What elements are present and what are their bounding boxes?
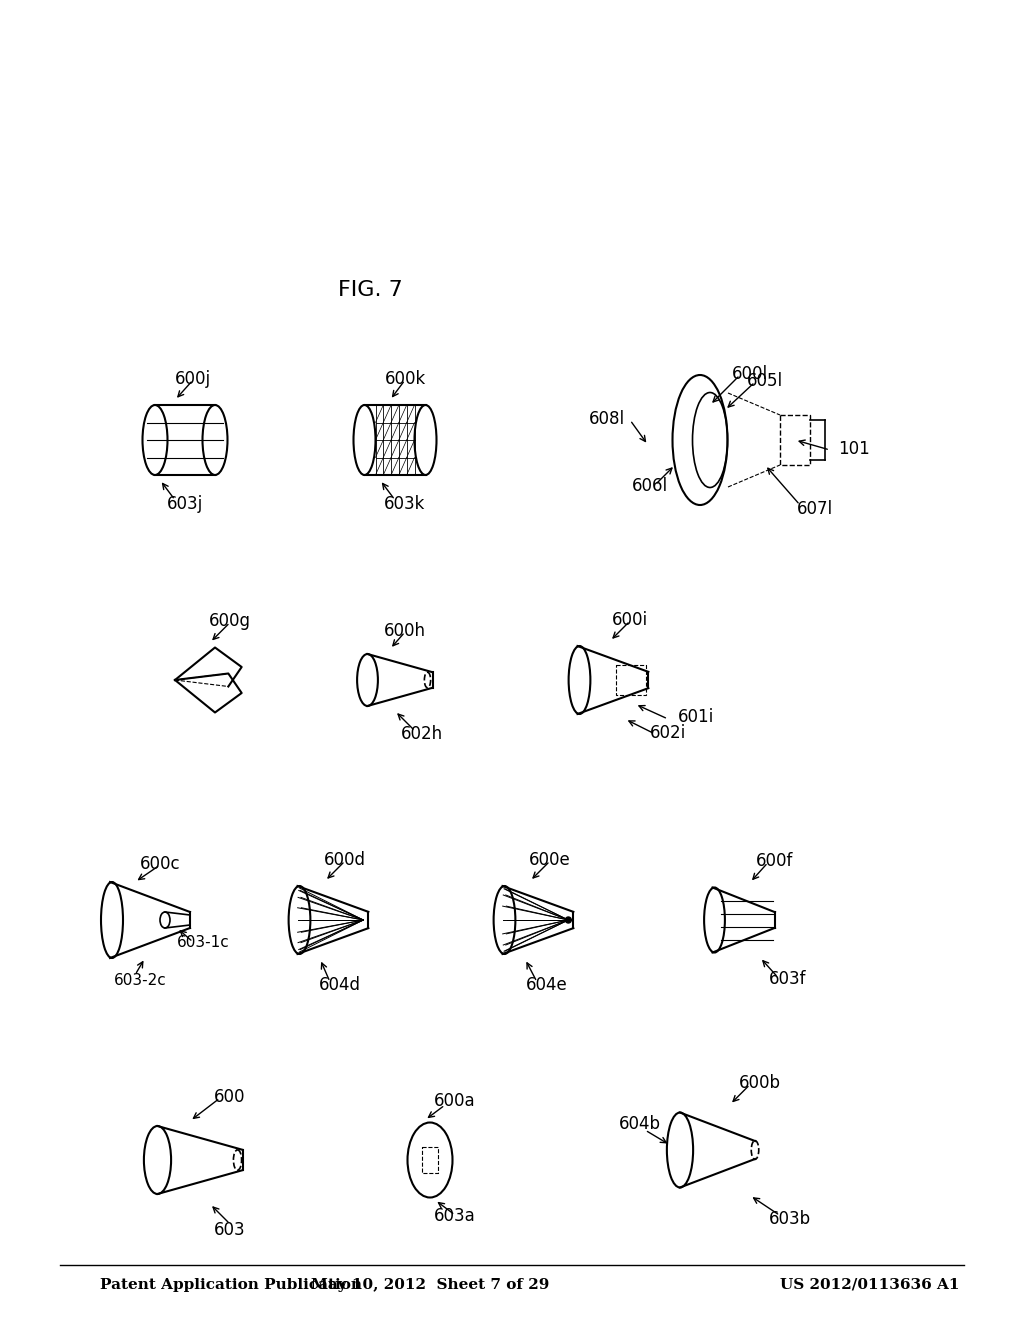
Text: 602i: 602i — [650, 723, 686, 742]
Text: 602h: 602h — [401, 725, 443, 743]
Text: 600e: 600e — [529, 851, 570, 869]
Text: 603-1c: 603-1c — [176, 935, 229, 950]
Bar — [615, 665, 645, 694]
Text: 600i: 600i — [612, 611, 648, 630]
Text: FIG. 7: FIG. 7 — [338, 280, 402, 300]
Text: 600g: 600g — [209, 612, 251, 631]
Text: 607l: 607l — [797, 500, 834, 517]
Text: 603j: 603j — [167, 495, 203, 513]
Text: 600k: 600k — [384, 370, 426, 388]
Text: Patent Application Publication: Patent Application Publication — [100, 1278, 362, 1292]
Text: 603b: 603b — [769, 1209, 811, 1228]
Text: US 2012/0113636 A1: US 2012/0113636 A1 — [780, 1278, 959, 1292]
Text: 606l: 606l — [632, 477, 668, 495]
Bar — [780, 414, 810, 465]
Text: 605l: 605l — [746, 372, 783, 389]
Text: 600b: 600b — [739, 1074, 781, 1093]
Text: 604e: 604e — [526, 975, 568, 994]
Text: 604d: 604d — [319, 975, 361, 994]
Bar — [422, 1147, 438, 1173]
Text: 600a: 600a — [434, 1092, 476, 1110]
Text: 600h: 600h — [384, 622, 426, 640]
Text: 603f: 603f — [769, 969, 807, 987]
Text: 603a: 603a — [434, 1206, 476, 1225]
Circle shape — [565, 917, 571, 923]
Text: 600c: 600c — [139, 855, 180, 873]
Text: 603: 603 — [214, 1221, 246, 1239]
Text: 603-2c: 603-2c — [114, 973, 166, 987]
Text: May 10, 2012  Sheet 7 of 29: May 10, 2012 Sheet 7 of 29 — [311, 1278, 549, 1292]
Text: 600f: 600f — [757, 853, 794, 870]
Text: 600: 600 — [214, 1088, 246, 1106]
Text: 600j: 600j — [175, 370, 211, 388]
Text: 601i: 601i — [678, 708, 715, 726]
Text: 603k: 603k — [384, 495, 426, 513]
Text: 600d: 600d — [324, 851, 366, 869]
Text: 600l: 600l — [732, 366, 768, 383]
Text: 604b: 604b — [618, 1115, 662, 1133]
Text: 101: 101 — [838, 440, 869, 458]
Text: 608l: 608l — [589, 411, 625, 428]
